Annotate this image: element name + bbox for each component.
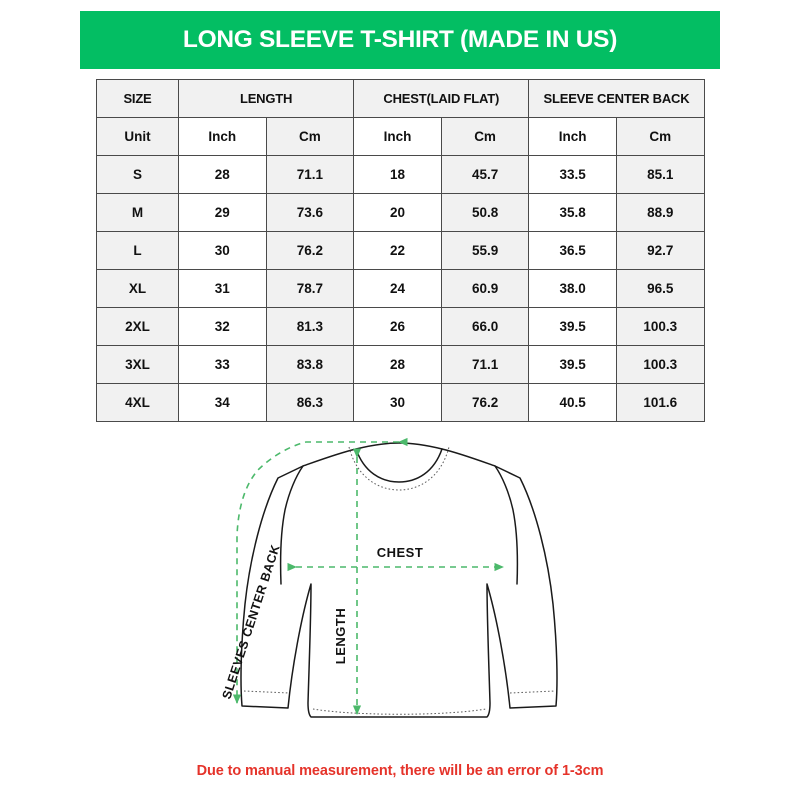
shirt-stitch-lines: [243, 446, 556, 715]
unit-header-length-inch: Inch: [178, 117, 267, 156]
table-row: S 28 71.1 18 45.7 33.5 85.1: [96, 155, 705, 194]
table-body: S 28 71.1 18 45.7 33.5 85.1 M 29 73.6 20 50.8 35.8 88…: [96, 155, 705, 422]
unit-header-chest-cm: Cm: [440, 117, 530, 156]
length-label: LENGTH: [333, 608, 348, 664]
cell-length-cm: 83.8: [265, 345, 355, 384]
cell-chest-cm: 45.7: [440, 155, 530, 194]
cell-chest-cm: 50.8: [440, 193, 530, 232]
size-chart-table-container: SIZE LENGTH CHEST(LAID FLAT) SLEEVE CENT…: [96, 79, 705, 422]
cell-chest-inch: 30: [353, 383, 442, 422]
group-header-row: SIZE LENGTH CHEST(LAID FLAT) SLEEVE CENT…: [96, 79, 705, 118]
group-header-length: LENGTH: [177, 79, 355, 118]
group-header-chest: CHEST(LAID FLAT): [353, 79, 530, 118]
shirt-outline: [240, 442, 558, 718]
cell-sleeve-inch: 33.5: [528, 155, 617, 194]
size-chart-table: SIZE LENGTH CHEST(LAID FLAT) SLEEVE CENT…: [96, 79, 705, 422]
cell-chest-cm: 55.9: [440, 231, 530, 270]
cell-sleeve-cm: 92.7: [615, 231, 705, 270]
cell-sleeve-cm: 88.9: [615, 193, 705, 232]
cell-chest-inch: 18: [353, 155, 442, 194]
table-row: 3XL 33 83.8 28 71.1 39.5 100.3: [96, 345, 705, 384]
cell-sleeve-cm: 101.6: [615, 383, 705, 422]
cell-sleeve-inch: 38.0: [528, 269, 617, 308]
cell-size: 3XL: [96, 345, 179, 384]
unit-header-length-cm: Cm: [265, 117, 355, 156]
cell-length-inch: 29: [178, 193, 267, 232]
cell-size: M: [96, 193, 179, 232]
cell-sleeve-inch: 35.8: [528, 193, 617, 232]
cell-length-inch: 30: [178, 231, 267, 270]
cell-chest-inch: 22: [353, 231, 442, 270]
cell-sleeve-cm: 96.5: [615, 269, 705, 308]
garment-diagram: CHEST LENGTH SLEEVES CENTER BACK: [0, 418, 800, 748]
cell-length-cm: 78.7: [265, 269, 355, 308]
sleeve-measure-line: [232, 437, 408, 704]
unit-header-sleeve-inch: Inch: [528, 117, 617, 156]
chest-label: CHEST: [377, 545, 424, 560]
cell-chest-inch: 28: [353, 345, 442, 384]
cell-chest-inch: 20: [353, 193, 442, 232]
table-row: L 30 76.2 22 55.9 36.5 92.7: [96, 231, 705, 270]
cell-sleeve-cm: 100.3: [615, 345, 705, 384]
cell-length-inch: 31: [178, 269, 267, 308]
cell-chest-inch: 24: [353, 269, 442, 308]
table-row: 2XL 32 81.3 26 66.0 39.5 100.3: [96, 307, 705, 346]
cell-sleeve-inch: 36.5: [528, 231, 617, 270]
cell-length-cm: 81.3: [265, 307, 355, 346]
cell-length-cm: 76.2: [265, 231, 355, 270]
cell-size: L: [96, 231, 179, 270]
cell-chest-cm: 71.1: [440, 345, 530, 384]
table-row: M 29 73.6 20 50.8 35.8 88.9: [96, 193, 705, 232]
cell-sleeve-cm: 100.3: [615, 307, 705, 346]
measurement-guides: [232, 437, 504, 715]
cell-length-inch: 33: [178, 345, 267, 384]
cell-size: 4XL: [96, 383, 179, 422]
cell-chest-cm: 76.2: [440, 383, 530, 422]
cell-chest-inch: 26: [353, 307, 442, 346]
unit-header-chest-inch: Inch: [353, 117, 442, 156]
unit-header-sleeve-cm: Cm: [615, 117, 705, 156]
header-banner: LONG SLEEVE T-SHIRT (MADE IN US): [80, 11, 720, 69]
cell-sleeve-inch: 39.5: [528, 307, 617, 346]
cell-sleeve-inch: 39.5: [528, 345, 617, 384]
table-row: 4XL 34 86.3 30 76.2 40.5 101.6: [96, 383, 705, 422]
unit-header-row: Unit Inch Cm Inch Cm Inch Cm: [96, 117, 705, 156]
cell-length-cm: 73.6: [265, 193, 355, 232]
page-title: LONG SLEEVE T-SHIRT (MADE IN US): [182, 26, 618, 53]
unit-header-unit: Unit: [96, 117, 179, 156]
cell-size: S: [96, 155, 179, 194]
cell-size: 2XL: [96, 307, 179, 346]
cell-sleeve-inch: 40.5: [528, 383, 617, 422]
table-row: XL 31 78.7 24 60.9 38.0 96.5: [96, 269, 705, 308]
cell-size: XL: [96, 269, 179, 308]
cell-length-inch: 32: [178, 307, 267, 346]
cell-chest-cm: 66.0: [440, 307, 530, 346]
table-head: SIZE LENGTH CHEST(LAID FLAT) SLEEVE CENT…: [96, 79, 705, 156]
group-header-size: SIZE: [96, 79, 179, 118]
cell-length-inch: 28: [178, 155, 267, 194]
cell-length-inch: 34: [178, 383, 267, 422]
cell-sleeve-cm: 85.1: [615, 155, 705, 194]
cell-length-cm: 71.1: [265, 155, 355, 194]
cell-length-cm: 86.3: [265, 383, 355, 422]
cell-chest-cm: 60.9: [440, 269, 530, 308]
measurement-disclaimer: Due to manual measurement, there will be…: [196, 763, 604, 779]
group-header-sleeve: SLEEVE CENTER BACK: [528, 79, 705, 118]
